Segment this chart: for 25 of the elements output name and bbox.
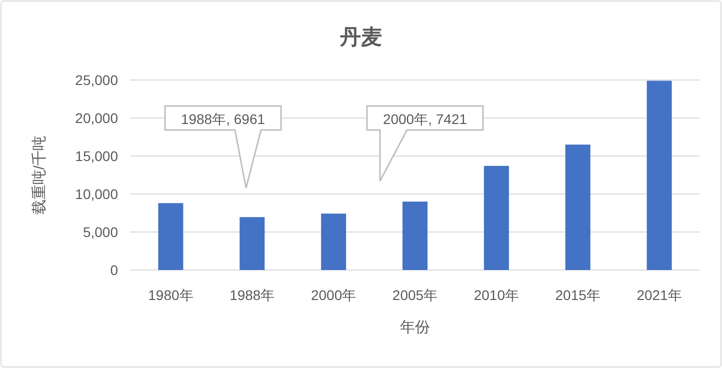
y-tick-label: 20,000	[75, 110, 118, 126]
bar	[158, 203, 184, 270]
x-tick-label: 2000年	[310, 287, 356, 303]
x-tick-label: 2010年	[474, 287, 520, 303]
y-tick-label: 25,000	[75, 72, 118, 88]
annotation: 1988年, 6961	[180, 111, 266, 127]
bar	[484, 166, 509, 270]
x-tick-label: 2021年	[636, 287, 682, 303]
y-tick-label: 15,000	[75, 148, 118, 164]
x-tick-label: 1980年	[148, 287, 194, 303]
chart-title: 丹麦	[339, 26, 382, 49]
x-tick-label: 2005年	[392, 287, 438, 303]
bar	[321, 214, 346, 270]
y-tick-label: 5,000	[82, 224, 118, 240]
bar	[240, 217, 265, 270]
bar	[402, 202, 428, 270]
x-tick-label: 1988年	[230, 287, 275, 303]
x-axis-title: 年份	[400, 319, 430, 336]
y-axis-title: 载重吨/千吨	[31, 135, 48, 215]
bar	[646, 80, 672, 270]
bar	[565, 144, 590, 270]
y-tick-label: 10,000	[75, 186, 118, 202]
x-tick-label: 2015年	[555, 287, 600, 303]
y-tick-label: 0	[110, 262, 118, 278]
annotation: 2000年, 7421	[382, 111, 468, 127]
